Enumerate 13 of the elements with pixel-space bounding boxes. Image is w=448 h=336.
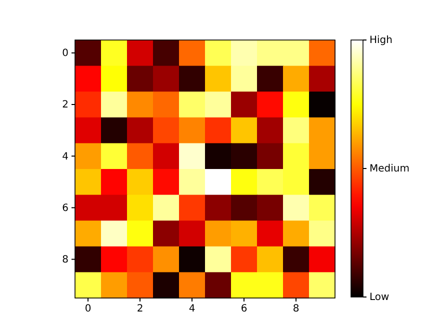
color-bar-label: High (370, 35, 392, 46)
color-bar-label: Medium (370, 164, 410, 175)
x-tick-label: 8 (292, 304, 300, 315)
x-tick-label: 4 (188, 304, 196, 315)
x-tick-label: 2 (136, 304, 144, 315)
color-bar-label: Low (370, 292, 390, 304)
x-tick-label: 0 (84, 304, 92, 315)
y-tick-label: 0 (62, 48, 68, 60)
y-tick-label: 2 (62, 100, 68, 111)
y-tick-label: 8 (62, 254, 68, 266)
x-tick-label: 6 (240, 304, 248, 315)
y-tick-label: 4 (62, 151, 68, 162)
y-tick-label: 6 (62, 202, 68, 214)
